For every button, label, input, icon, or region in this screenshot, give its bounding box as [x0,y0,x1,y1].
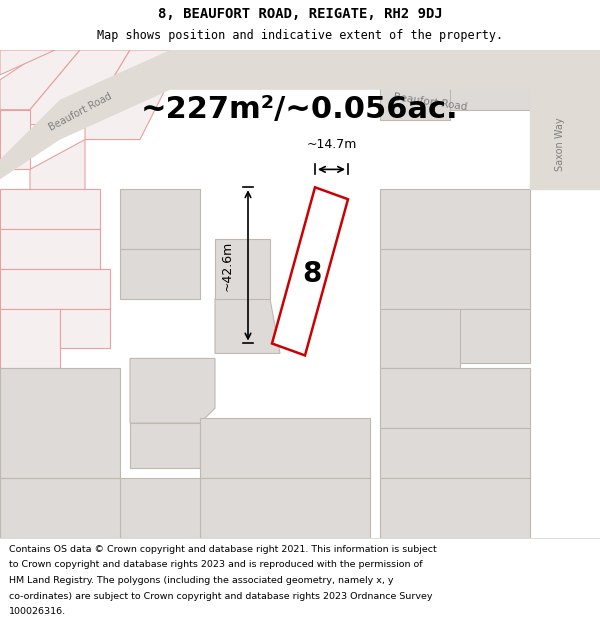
Polygon shape [0,368,120,478]
Polygon shape [380,428,530,478]
Polygon shape [0,189,100,229]
Polygon shape [380,368,530,428]
Polygon shape [0,50,600,179]
Polygon shape [120,189,200,249]
Polygon shape [0,110,30,169]
Text: Beaufort Road: Beaufort Road [47,91,113,132]
Polygon shape [130,358,215,423]
Text: ~14.7m: ~14.7m [307,139,356,151]
Text: 100026316.: 100026316. [9,608,66,616]
Polygon shape [0,50,55,75]
Text: 8, BEAUFORT ROAD, REIGATE, RH2 9DJ: 8, BEAUFORT ROAD, REIGATE, RH2 9DJ [158,7,442,21]
Text: ~227m²/~0.056ac.: ~227m²/~0.056ac. [141,95,459,124]
Polygon shape [120,478,200,538]
Polygon shape [380,249,530,309]
Polygon shape [200,478,370,538]
Text: Beaufort Road: Beaufort Road [392,92,467,112]
Polygon shape [30,50,130,124]
Polygon shape [0,269,110,309]
Polygon shape [215,239,270,299]
Text: co-ordinates) are subject to Crown copyright and database rights 2023 Ordnance S: co-ordinates) are subject to Crown copyr… [9,592,433,601]
Polygon shape [0,478,120,538]
Text: ~42.6m: ~42.6m [221,240,234,291]
Polygon shape [380,309,460,368]
Polygon shape [0,50,80,110]
Text: Contains OS data © Crown copyright and database right 2021. This information is : Contains OS data © Crown copyright and d… [9,544,437,554]
Text: to Crown copyright and database rights 2023 and is reproduced with the permissio: to Crown copyright and database rights 2… [9,560,422,569]
Polygon shape [0,229,100,269]
Polygon shape [60,309,110,349]
Polygon shape [380,478,530,538]
Bar [530,50,600,189]
Polygon shape [380,189,530,249]
Polygon shape [30,139,85,199]
Polygon shape [200,418,370,478]
Polygon shape [460,309,530,363]
Polygon shape [272,188,348,356]
Text: 8: 8 [302,260,322,288]
Polygon shape [120,249,200,299]
Polygon shape [85,50,185,139]
Polygon shape [130,423,200,468]
Text: Map shows position and indicative extent of the property.: Map shows position and indicative extent… [97,29,503,42]
Text: HM Land Registry. The polygons (including the associated geometry, namely x, y: HM Land Registry. The polygons (includin… [9,576,394,585]
Polygon shape [0,309,60,368]
Polygon shape [450,50,530,110]
Polygon shape [380,50,450,119]
Text: Saxon Way: Saxon Way [555,118,565,171]
Polygon shape [215,299,280,354]
